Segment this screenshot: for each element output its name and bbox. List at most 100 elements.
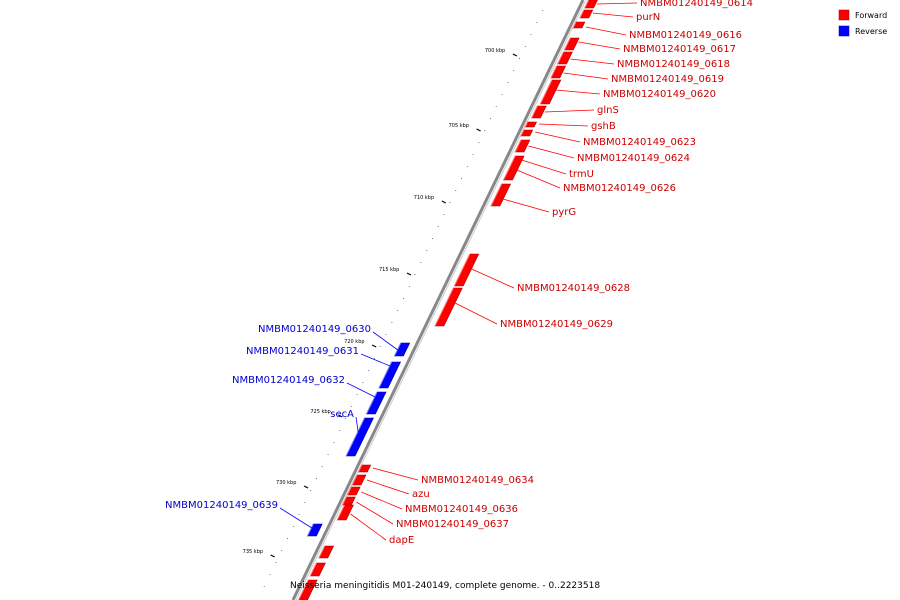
tick-mark bbox=[406, 272, 412, 276]
reverse-gene-label: secA bbox=[330, 409, 354, 420]
gene-highlight bbox=[539, 79, 553, 105]
tick-dot bbox=[501, 94, 503, 95]
tick-dot bbox=[507, 82, 509, 83]
forward-label-leader bbox=[544, 109, 595, 113]
forward-gene-label: NMBM01240149_0637 bbox=[396, 519, 509, 530]
forward-label-leader bbox=[356, 501, 394, 525]
tick-dot bbox=[321, 466, 323, 467]
tick-mark bbox=[303, 485, 309, 489]
forward-gene-label: NMBM01240149_0620 bbox=[603, 89, 716, 100]
tick-dot bbox=[298, 514, 300, 515]
tick-dot bbox=[368, 370, 370, 371]
forward-gene-label: NMBM01240149_0626 bbox=[563, 183, 676, 194]
forward-gene-label: glnS bbox=[597, 105, 619, 116]
tick-dot bbox=[402, 298, 404, 299]
gene-highlight bbox=[309, 562, 317, 577]
tick-dot bbox=[292, 526, 294, 527]
forward-label-leader bbox=[539, 123, 589, 127]
tick-label: 725 kbp bbox=[310, 409, 330, 415]
tick-dot bbox=[524, 46, 526, 47]
tick-mark bbox=[512, 53, 518, 57]
tick-mark bbox=[270, 554, 275, 558]
forward-gene-label: NMBM01240149_0616 bbox=[629, 30, 742, 41]
tick-dot bbox=[437, 226, 439, 227]
gene-highlight bbox=[336, 504, 345, 521]
tick-dot bbox=[478, 142, 480, 143]
forward-gene-label: NMBM01240149_0628 bbox=[517, 283, 630, 294]
forward-label-leader bbox=[528, 145, 575, 159]
tick-dot bbox=[460, 178, 462, 179]
tick-dot bbox=[443, 214, 445, 215]
tick-label: 710 kbp bbox=[414, 195, 434, 201]
tick-dot bbox=[310, 490, 312, 491]
tick-dot bbox=[472, 154, 474, 155]
tick-dot bbox=[350, 406, 352, 407]
reverse-gene-label: NMBM01240149_0632 bbox=[232, 375, 345, 386]
legend-reverse-label: Reverse bbox=[855, 27, 887, 36]
tick-dot bbox=[339, 430, 341, 431]
reverse-label-leader bbox=[372, 331, 399, 351]
gene-highlight bbox=[550, 65, 558, 79]
tick-dot bbox=[385, 334, 387, 335]
tick-marks: 700 kbp 705 kbp 710 kbp 715 kbp 720 kbp 725 k… bbox=[243, 48, 518, 558]
reverse-gene bbox=[306, 523, 323, 537]
gene-highlight bbox=[557, 51, 564, 65]
gene-highlight bbox=[345, 417, 365, 457]
gene-highlight bbox=[572, 21, 577, 29]
reverse-label-leader bbox=[360, 353, 391, 367]
tick-dot bbox=[379, 346, 381, 347]
gene-highlight bbox=[524, 121, 528, 128]
forward-label-leader bbox=[563, 72, 609, 80]
forward-gene-label: NMBM01240149_0623 bbox=[583, 137, 696, 148]
tick-label: 720 kbp bbox=[344, 339, 364, 345]
forward-label-leader bbox=[570, 58, 615, 65]
tick-dot bbox=[489, 118, 491, 119]
gene-highlight bbox=[351, 474, 358, 486]
forward-gene-label: NMBM01240149_0634 bbox=[421, 475, 534, 486]
tick-dot bbox=[315, 478, 317, 479]
gene-highlight bbox=[341, 496, 347, 506]
gene-highlight bbox=[298, 579, 309, 600]
tick-mark bbox=[371, 344, 377, 348]
reverse-gene-label: NMBM01240149_0631 bbox=[246, 346, 359, 357]
forward-label-leader bbox=[502, 198, 550, 213]
forward-label-leader bbox=[361, 491, 403, 510]
legend-reverse-swatch bbox=[838, 25, 850, 37]
tick-dot bbox=[449, 202, 451, 203]
gene-highlight bbox=[579, 9, 585, 19]
tick-dot bbox=[466, 166, 468, 167]
forward-label-leader bbox=[535, 131, 581, 143]
forward-label-leader bbox=[585, 26, 627, 36]
tick-dot bbox=[327, 454, 329, 455]
gene-highlight bbox=[520, 129, 525, 137]
tick-dot bbox=[373, 358, 375, 359]
gene-labels: NMBM01240149_0614 purN NMBM01240149_0616 NM… bbox=[165, 0, 753, 546]
tick-dot bbox=[455, 190, 457, 191]
forward-gene-label: NMBM01240149_0636 bbox=[405, 504, 518, 515]
forward-label-leader bbox=[366, 479, 410, 495]
gene-features bbox=[298, 0, 598, 600]
tick-dot bbox=[420, 262, 422, 263]
tick-dot bbox=[269, 574, 271, 575]
gene-highlight bbox=[490, 183, 503, 207]
tick-dot bbox=[397, 310, 399, 311]
tick-mark bbox=[441, 200, 447, 204]
forward-gene-label: purN bbox=[636, 12, 660, 23]
tick-dot bbox=[281, 550, 283, 551]
forward-gene-label: dapE bbox=[389, 535, 414, 546]
forward-gene-label: NMBM01240149_0618 bbox=[617, 59, 730, 70]
gene-highlight bbox=[584, 0, 589, 9]
tick-dot bbox=[484, 130, 486, 131]
tick-label: 715 kbp bbox=[379, 267, 399, 273]
tick-dot bbox=[414, 274, 416, 275]
tick-dot bbox=[518, 58, 520, 59]
forward-label-leader bbox=[350, 513, 387, 541]
reverse-label-leader bbox=[355, 416, 359, 433]
forward-gene-label: gshB bbox=[591, 121, 616, 132]
tick-dots bbox=[263, 10, 544, 587]
gene-highlight bbox=[503, 155, 516, 181]
forward-gene-label: NMBM01240149_0619 bbox=[611, 74, 724, 85]
gene-highlight bbox=[531, 105, 538, 119]
